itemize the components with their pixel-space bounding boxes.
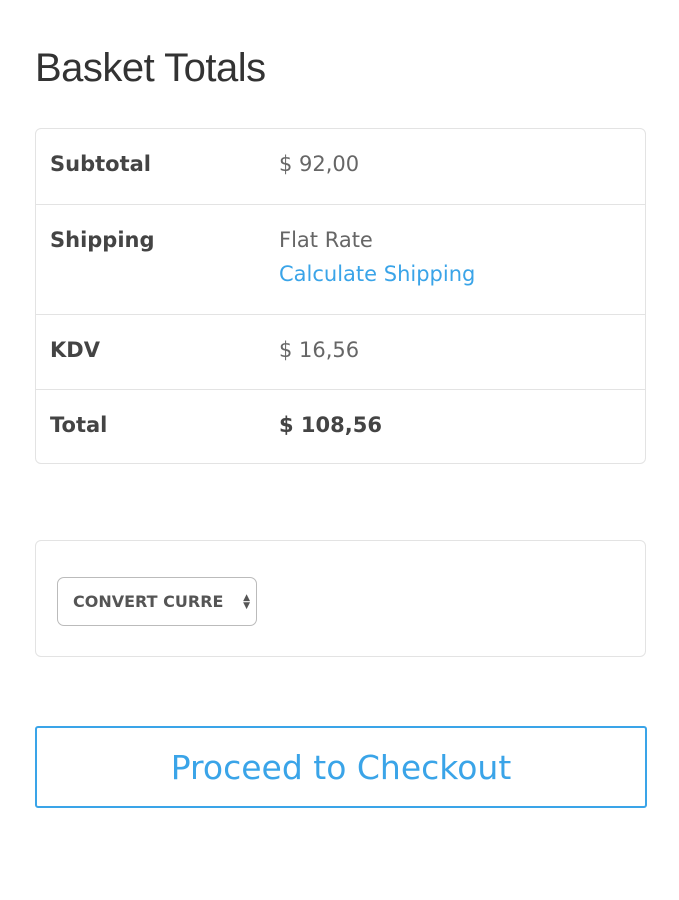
currency-converter-panel: CONVERT CURRE ▲ ▼ <box>35 540 646 657</box>
tax-value: $ 16,56 <box>279 338 360 362</box>
total-value: $ 108,56 <box>279 413 382 437</box>
sort-arrows-icon: ▲ ▼ <box>243 593 250 611</box>
total-row: Total $ 108,56 <box>36 389 645 463</box>
convert-currency-selected: CONVERT CURRE <box>73 592 224 611</box>
shipping-label: Shipping <box>50 228 155 252</box>
subtotal-value: $ 92,00 <box>279 152 360 176</box>
proceed-to-checkout-button[interactable]: Proceed to Checkout <box>35 726 647 808</box>
shipping-row: Shipping Flat Rate Calculate Shipping <box>36 204 645 314</box>
page-title: Basket Totals <box>35 46 266 90</box>
calculate-shipping-link[interactable]: Calculate Shipping <box>279 262 476 286</box>
subtotal-row: Subtotal $ 92,00 <box>36 129 645 204</box>
convert-currency-select[interactable]: CONVERT CURRE ▲ ▼ <box>57 577 257 626</box>
total-label: Total <box>50 413 108 437</box>
basket-totals-table: Subtotal $ 92,00 Shipping Flat Rate Calc… <box>35 128 646 464</box>
tax-label: KDV <box>50 338 100 362</box>
subtotal-label: Subtotal <box>50 152 151 176</box>
tax-row: KDV $ 16,56 <box>36 314 645 389</box>
shipping-method: Flat Rate <box>279 228 373 252</box>
